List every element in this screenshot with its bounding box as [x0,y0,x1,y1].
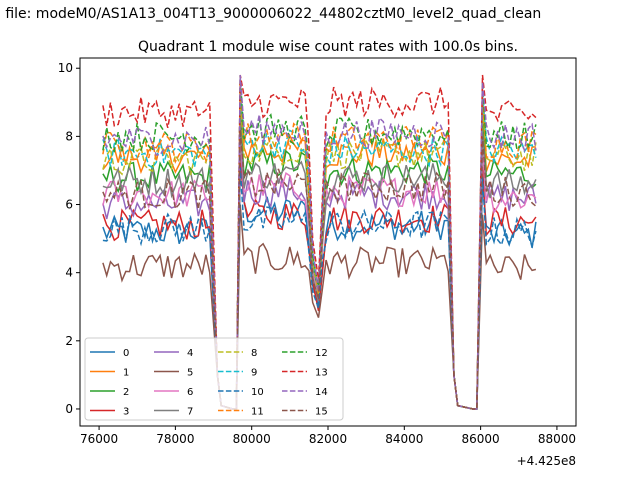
legend-box [84,337,344,421]
legend-label-5: 5 [187,368,193,379]
legend-label-13: 13 [315,368,328,379]
legend-label-9: 9 [251,368,257,379]
legend-label-14: 14 [315,387,328,398]
legend-label-1: 1 [123,368,129,379]
chart-title: Quadrant 1 module wise count rates with … [138,39,518,55]
y-tick-label: 6 [65,198,73,212]
series-lines [102,74,537,410]
suptitle-text: n file: modeM0/AS1A13_004T13_9000006022_… [0,6,542,22]
figure-suptitle: n file: modeM0/AS1A13_004T13_9000006022_… [0,6,640,22]
y-axis: 0 2 4 6 8 10 [58,61,80,416]
legend-label-7: 7 [187,407,193,418]
x-axis: 76000 78000 80000 82000 84000 86000 88000 [80,426,576,446]
series-line-14 [102,74,537,410]
x-tick-label: 86000 [462,432,500,446]
y-tick-label: 0 [65,402,73,416]
y-tick-label: 8 [65,129,73,143]
legend-label-10: 10 [251,387,264,398]
legend-label-2: 2 [123,387,129,398]
x-tick-label: 76000 [80,432,118,446]
legend-label-3: 3 [123,407,129,418]
series-line-15 [102,129,537,410]
x-tick-label: 88000 [538,432,576,446]
legend-label-15: 15 [315,407,328,418]
y-tick-label: 2 [65,334,73,348]
legend-label-0: 0 [123,348,129,359]
x-tick-label: 80000 [233,432,271,446]
y-tick-label: 4 [65,266,73,280]
x-offset-label: +4.425e8 [517,454,576,468]
x-tick-label: 78000 [156,432,194,446]
legend-label-11: 11 [251,407,264,418]
x-tick-label: 84000 [385,432,423,446]
legend-label-8: 8 [251,348,257,359]
legend-label-4: 4 [187,348,193,359]
legend-label-6: 6 [187,387,193,398]
series-line-10 [102,166,537,410]
x-tick-label: 82000 [309,432,347,446]
legend-label-12: 12 [315,348,328,359]
y-tick-label: 10 [58,61,73,75]
